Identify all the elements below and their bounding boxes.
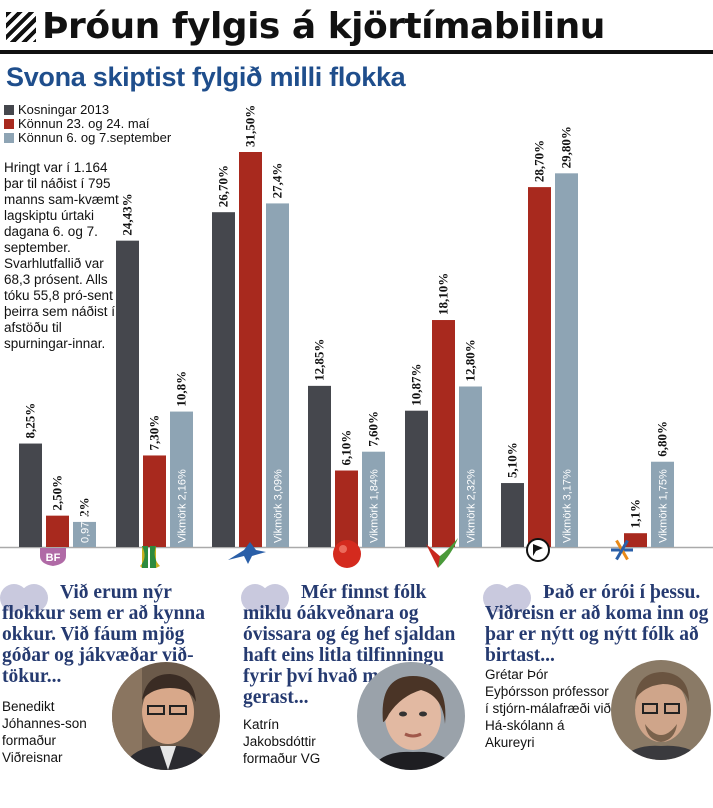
bar-6-2 xyxy=(651,461,674,547)
margin-label-2: Vikmörk 3,09% xyxy=(273,469,285,543)
data-label-5-0: 5,10% xyxy=(505,442,520,478)
quote-block-3: Það er órói í þessu. Viðreisn er að koma… xyxy=(483,582,713,772)
portrait-katrin xyxy=(357,662,465,770)
bar-1-0 xyxy=(116,240,139,547)
title-divider xyxy=(0,50,713,54)
bar-3-0 xyxy=(308,385,331,547)
quote-marks-icon xyxy=(0,584,48,617)
legend-label-series2: Könnun 23. og 24. maí xyxy=(18,116,150,131)
speaker-3: Grétar Þór Eyþórsson prófessor í stjórn-… xyxy=(485,667,612,750)
legend-swatch-series1 xyxy=(4,105,14,115)
data-label-0-1: 2,50% xyxy=(50,475,65,511)
bar-5-0 xyxy=(501,483,524,547)
bar-2-1 xyxy=(239,152,262,547)
portrait-benedikt xyxy=(112,662,220,770)
framsokn-logo-icon xyxy=(140,546,160,568)
quote-block-2: Mér finnst fólk miklu óákveðnara og óvis… xyxy=(241,582,476,772)
legend-swatch-series3 xyxy=(4,133,14,143)
data-label-4-0: 10,87% xyxy=(409,363,424,405)
pirate-logo-icon xyxy=(526,538,550,562)
quote-text-3: Það er órói í þessu. Viðreisn er að koma… xyxy=(485,582,709,666)
bar-5-2 xyxy=(555,173,578,548)
portrait-gretar xyxy=(611,660,711,760)
bf-logo-icon: BF xyxy=(40,548,66,566)
legend-swatch-series2 xyxy=(4,119,14,129)
data-label-2-0: 26,70% xyxy=(216,165,231,207)
bar-0-2 xyxy=(73,521,96,547)
data-label-1-2: 10,8% xyxy=(174,371,189,407)
data-label-1-0: 24,43% xyxy=(120,193,135,235)
quote-marks-icon xyxy=(483,584,531,617)
falcon-logo-icon xyxy=(228,542,266,564)
margin-label-3: Vikmörk 1,84% xyxy=(369,469,381,543)
legend-item-series1: Kosningar 2013 xyxy=(4,103,171,117)
bar-3-1 xyxy=(335,470,358,547)
snowflake-logo-icon xyxy=(611,539,633,561)
vg-logo-icon xyxy=(426,538,458,568)
speaker-1: Benedikt Jóhannes-son formaður Viðreisna… xyxy=(2,699,87,765)
legend-item-series2: Könnun 23. og 24. maí xyxy=(4,117,171,131)
stripes-icon xyxy=(6,12,36,42)
quote-text-2: Mér finnst fólk miklu óákveðnara og óvis… xyxy=(243,582,456,708)
bar-4-1 xyxy=(432,320,455,547)
speaker-2: Katrín Jakobsdóttir formaður VG xyxy=(243,717,321,766)
bar-3-2 xyxy=(362,451,385,547)
bar-chart: 8,25% 2,50% 2%0,97% 24,43% 7,30% 10,8% Vikmörk… xyxy=(0,105,713,568)
bar-6-1 xyxy=(624,533,647,547)
legend-item-series3: Könnun 6. og 7.september xyxy=(4,131,171,145)
margin-label-1: Vikmörk 2,16% xyxy=(177,469,189,543)
survey-note: Hringt var í 1.164 þar til náðist í 795 … xyxy=(4,160,119,351)
data-label-3-2: 7,60% xyxy=(366,411,381,447)
data-label-2-2: 27,4% xyxy=(270,163,285,199)
page-title: Þróun fylgis á kjörtímabilinu xyxy=(42,6,605,47)
bar-0-1 xyxy=(46,515,69,547)
bar-0-0 xyxy=(19,443,42,547)
quote-marks-icon xyxy=(241,584,289,617)
data-label-5-2: 29,80% xyxy=(559,126,574,168)
svg-text:BF: BF xyxy=(46,552,61,564)
data-label-5-1: 28,70% xyxy=(532,140,547,182)
data-label-6-2: 6,80% xyxy=(655,421,670,457)
bar-1-2 xyxy=(170,411,193,547)
data-label-2-1: 31,50% xyxy=(243,105,258,147)
data-label-3-0: 12,85% xyxy=(312,339,327,381)
bar-4-2 xyxy=(459,386,482,547)
legend-label-series1: Kosningar 2013 xyxy=(18,102,110,117)
quote-text-1: Við erum nýr flokkur sem er að kynna okk… xyxy=(2,582,205,687)
quote-block-1: Við erum nýr flokkur sem er að kynna okk… xyxy=(0,582,235,772)
legend: Kosningar 2013 Könnun 23. og 24. maí Kön… xyxy=(4,103,171,145)
data-label-6-1: 1,1% xyxy=(628,499,643,528)
bar-2-0 xyxy=(212,212,235,547)
margin-label-4: Vikmörk 2,32% xyxy=(466,469,478,543)
bar-1-1 xyxy=(143,455,166,547)
margin-label-5: Vikmörk 3,17% xyxy=(562,469,574,543)
bar-2-2 xyxy=(266,203,289,547)
data-label-4-1: 18,10% xyxy=(436,273,451,315)
margin-label-6: Vikmörk 1,75% xyxy=(658,469,670,543)
red-ball-logo-icon xyxy=(333,540,361,568)
bar-4-0 xyxy=(405,410,428,547)
data-label-3-1: 6,10% xyxy=(339,430,354,466)
margin-label-0: 0,97% xyxy=(80,512,92,543)
header: Þróun fylgis á kjörtímabilinu xyxy=(0,0,713,54)
data-label-0-2: 2% xyxy=(77,497,92,517)
data-label-0-0: 8,25% xyxy=(23,403,38,439)
data-label-4-2: 12,80% xyxy=(463,339,478,381)
data-label-1-1: 7,30% xyxy=(147,415,162,451)
chart-subtitle: Svona skiptist fylgið milli flokka xyxy=(6,62,406,92)
bar-5-1 xyxy=(528,187,551,547)
legend-label-series3: Könnun 6. og 7.september xyxy=(18,130,172,145)
